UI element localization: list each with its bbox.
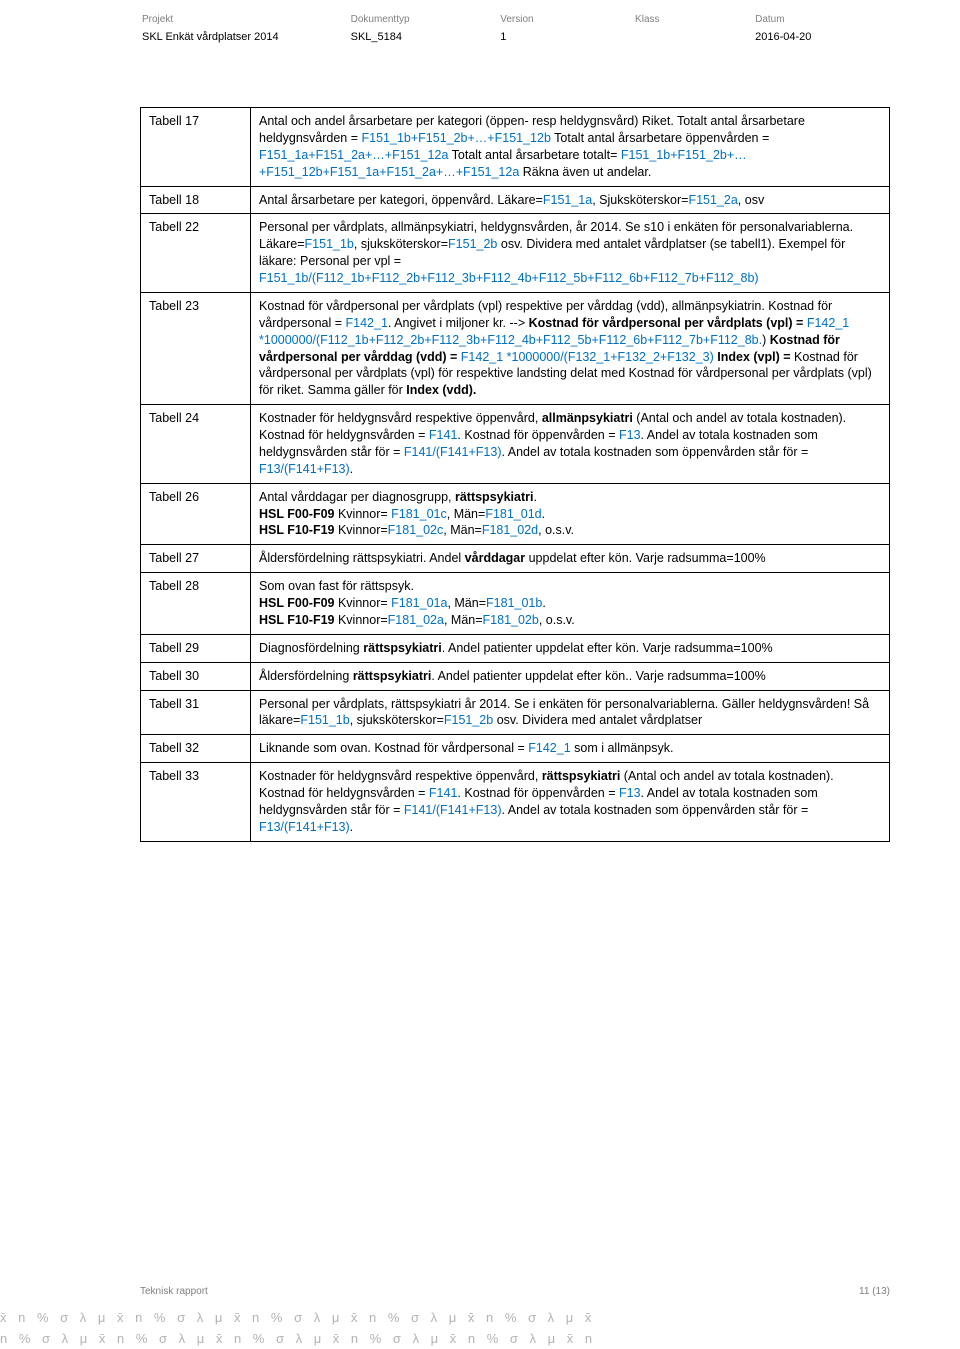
deco-row-1: x̄ n % σ λ μ x̄ n % σ λ μ x̄ n % σ λ μ x… <box>0 1307 960 1328</box>
table-row: Tabell 30Åldersfördelning rättspsykiatri… <box>141 662 890 690</box>
hdr-label-klass: Klass <box>635 12 753 27</box>
footer-left: Teknisk rapport <box>140 1286 208 1297</box>
row-description: Personal per vårdplats, allmänpsykiatri,… <box>251 214 890 293</box>
footer-decoration: x̄ n % σ λ μ x̄ n % σ λ μ x̄ n % σ λ μ x… <box>0 1307 960 1349</box>
table-row: Tabell 18Antal årsarbetare per kategori,… <box>141 186 890 214</box>
row-label: Tabell 28 <box>141 573 251 635</box>
document-header: Projekt Dokumenttyp Version Klass Datum … <box>140 10 890 47</box>
hdr-label-projekt: Projekt <box>142 12 349 27</box>
hdr-value-datum: 2016-04-20 <box>755 29 888 45</box>
table-row: Tabell 26Antal vårddagar per diagnosgrup… <box>141 483 890 545</box>
row-label: Tabell 17 <box>141 108 251 187</box>
row-description: Åldersfördelning rättspsykiatri. Andel p… <box>251 662 890 690</box>
table-row: Tabell 27Åldersfördelning rättspsykiatri… <box>141 545 890 573</box>
row-description: Åldersfördelning rättspsykiatri. Andel v… <box>251 545 890 573</box>
row-label: Tabell 22 <box>141 214 251 293</box>
row-label: Tabell 31 <box>141 690 251 735</box>
page-footer: Teknisk rapport 11 (13) <box>140 1286 890 1297</box>
table-row: Tabell 24Kostnader för heldygnsvård resp… <box>141 405 890 484</box>
table-row: Tabell 33Kostnader för heldygnsvård resp… <box>141 763 890 842</box>
table-row: Tabell 22Personal per vårdplats, allmänp… <box>141 214 890 293</box>
hdr-value-projekt: SKL Enkät vårdplatser 2014 <box>142 29 349 45</box>
hdr-label-dokumenttyp: Dokumenttyp <box>351 12 499 27</box>
deco-row-2: n % σ λ μ x̄ n % σ λ μ x̄ n % σ λ μ x̄ n… <box>0 1328 960 1349</box>
row-description: Antal vårddagar per diagnosgrupp, rättsp… <box>251 483 890 545</box>
row-label: Tabell 24 <box>141 405 251 484</box>
row-label: Tabell 18 <box>141 186 251 214</box>
table-row: Tabell 17Antal och andel årsarbetare per… <box>141 108 890 187</box>
hdr-value-version: 1 <box>500 29 633 45</box>
row-label: Tabell 30 <box>141 662 251 690</box>
row-label: Tabell 29 <box>141 634 251 662</box>
table-row: Tabell 23Kostnad för vårdpersonal per vå… <box>141 292 890 404</box>
row-description: Som ovan fast för rättspsyk.HSL F00-F09 … <box>251 573 890 635</box>
row-description: Diagnosfördelning rättspsykiatri. Andel … <box>251 634 890 662</box>
row-label: Tabell 33 <box>141 763 251 842</box>
row-description: Kostnad för vårdpersonal per vårdplats (… <box>251 292 890 404</box>
hdr-label-version: Version <box>500 12 633 27</box>
table-row: Tabell 32Liknande som ovan. Kostnad för … <box>141 735 890 763</box>
row-description: Liknande som ovan. Kostnad för vårdperso… <box>251 735 890 763</box>
hdr-value-klass <box>635 29 753 45</box>
footer-right: 11 (13) <box>859 1286 890 1297</box>
row-description: Antal årsarbetare per kategori, öppenvår… <box>251 186 890 214</box>
table-row: Tabell 31Personal per vårdplats, rättsps… <box>141 690 890 735</box>
row-label: Tabell 32 <box>141 735 251 763</box>
row-description: Kostnader för heldygnsvård respektive öp… <box>251 763 890 842</box>
table-row: Tabell 29Diagnosfördelning rättspsykiatr… <box>141 634 890 662</box>
hdr-value-dokumenttyp: SKL_5184 <box>351 29 499 45</box>
row-label: Tabell 23 <box>141 292 251 404</box>
row-description: Personal per vårdplats, rättspsykiatri å… <box>251 690 890 735</box>
table-row: Tabell 28Som ovan fast för rättspsyk.HSL… <box>141 573 890 635</box>
row-description: Kostnader för heldygnsvård respektive öp… <box>251 405 890 484</box>
row-label: Tabell 26 <box>141 483 251 545</box>
row-label: Tabell 27 <box>141 545 251 573</box>
definitions-table: Tabell 17Antal och andel årsarbetare per… <box>140 107 890 842</box>
hdr-label-datum: Datum <box>755 12 888 27</box>
row-description: Antal och andel årsarbetare per kategori… <box>251 108 890 187</box>
